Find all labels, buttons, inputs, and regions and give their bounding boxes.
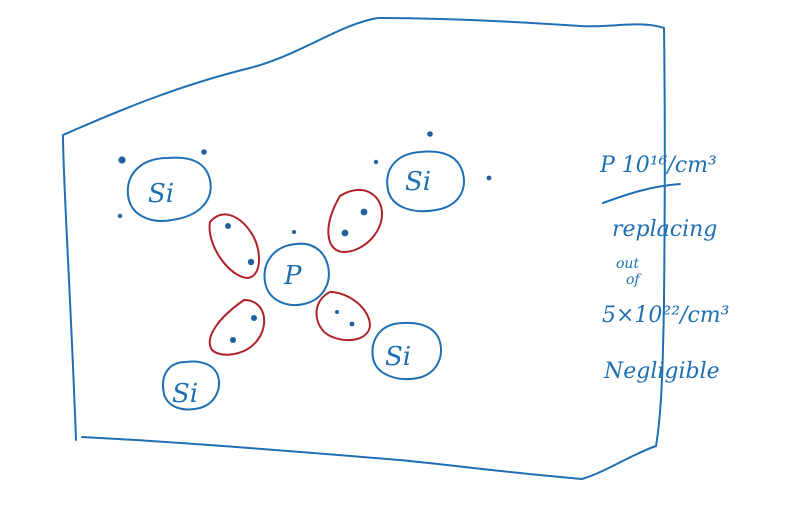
note-conclusion: Negligible [603,359,720,384]
si-label: Si [172,379,198,409]
bond-pair-upper-left [208,213,260,279]
si-label: Si [405,167,431,197]
electron-dots [117,131,492,343]
si-atom-top-left: Si [126,156,212,222]
crystal-boundary [62,17,666,480]
note-underline [602,183,681,204]
phosphorus-label: P [283,261,302,291]
bond-pair-upper-right [327,189,383,253]
bond-pair-lower-left [208,299,265,356]
note-out: out [616,256,639,272]
bond-pair-lower-right [315,291,371,342]
phosphorus-atom: P [263,242,330,306]
si-atom-top-right: Si [386,150,465,213]
si-atom-bottom-right: Si [371,321,442,380]
si-label: Si [385,342,411,372]
note-replacing: replacing [612,217,717,242]
si-atom-bottom-left: Si [162,360,220,411]
si-label: Si [148,179,174,209]
note-of: of [626,272,642,288]
note-concentration: P 10¹⁶/cm³ [599,153,717,178]
note-si-density: 5×10²²/cm³ [602,303,729,328]
